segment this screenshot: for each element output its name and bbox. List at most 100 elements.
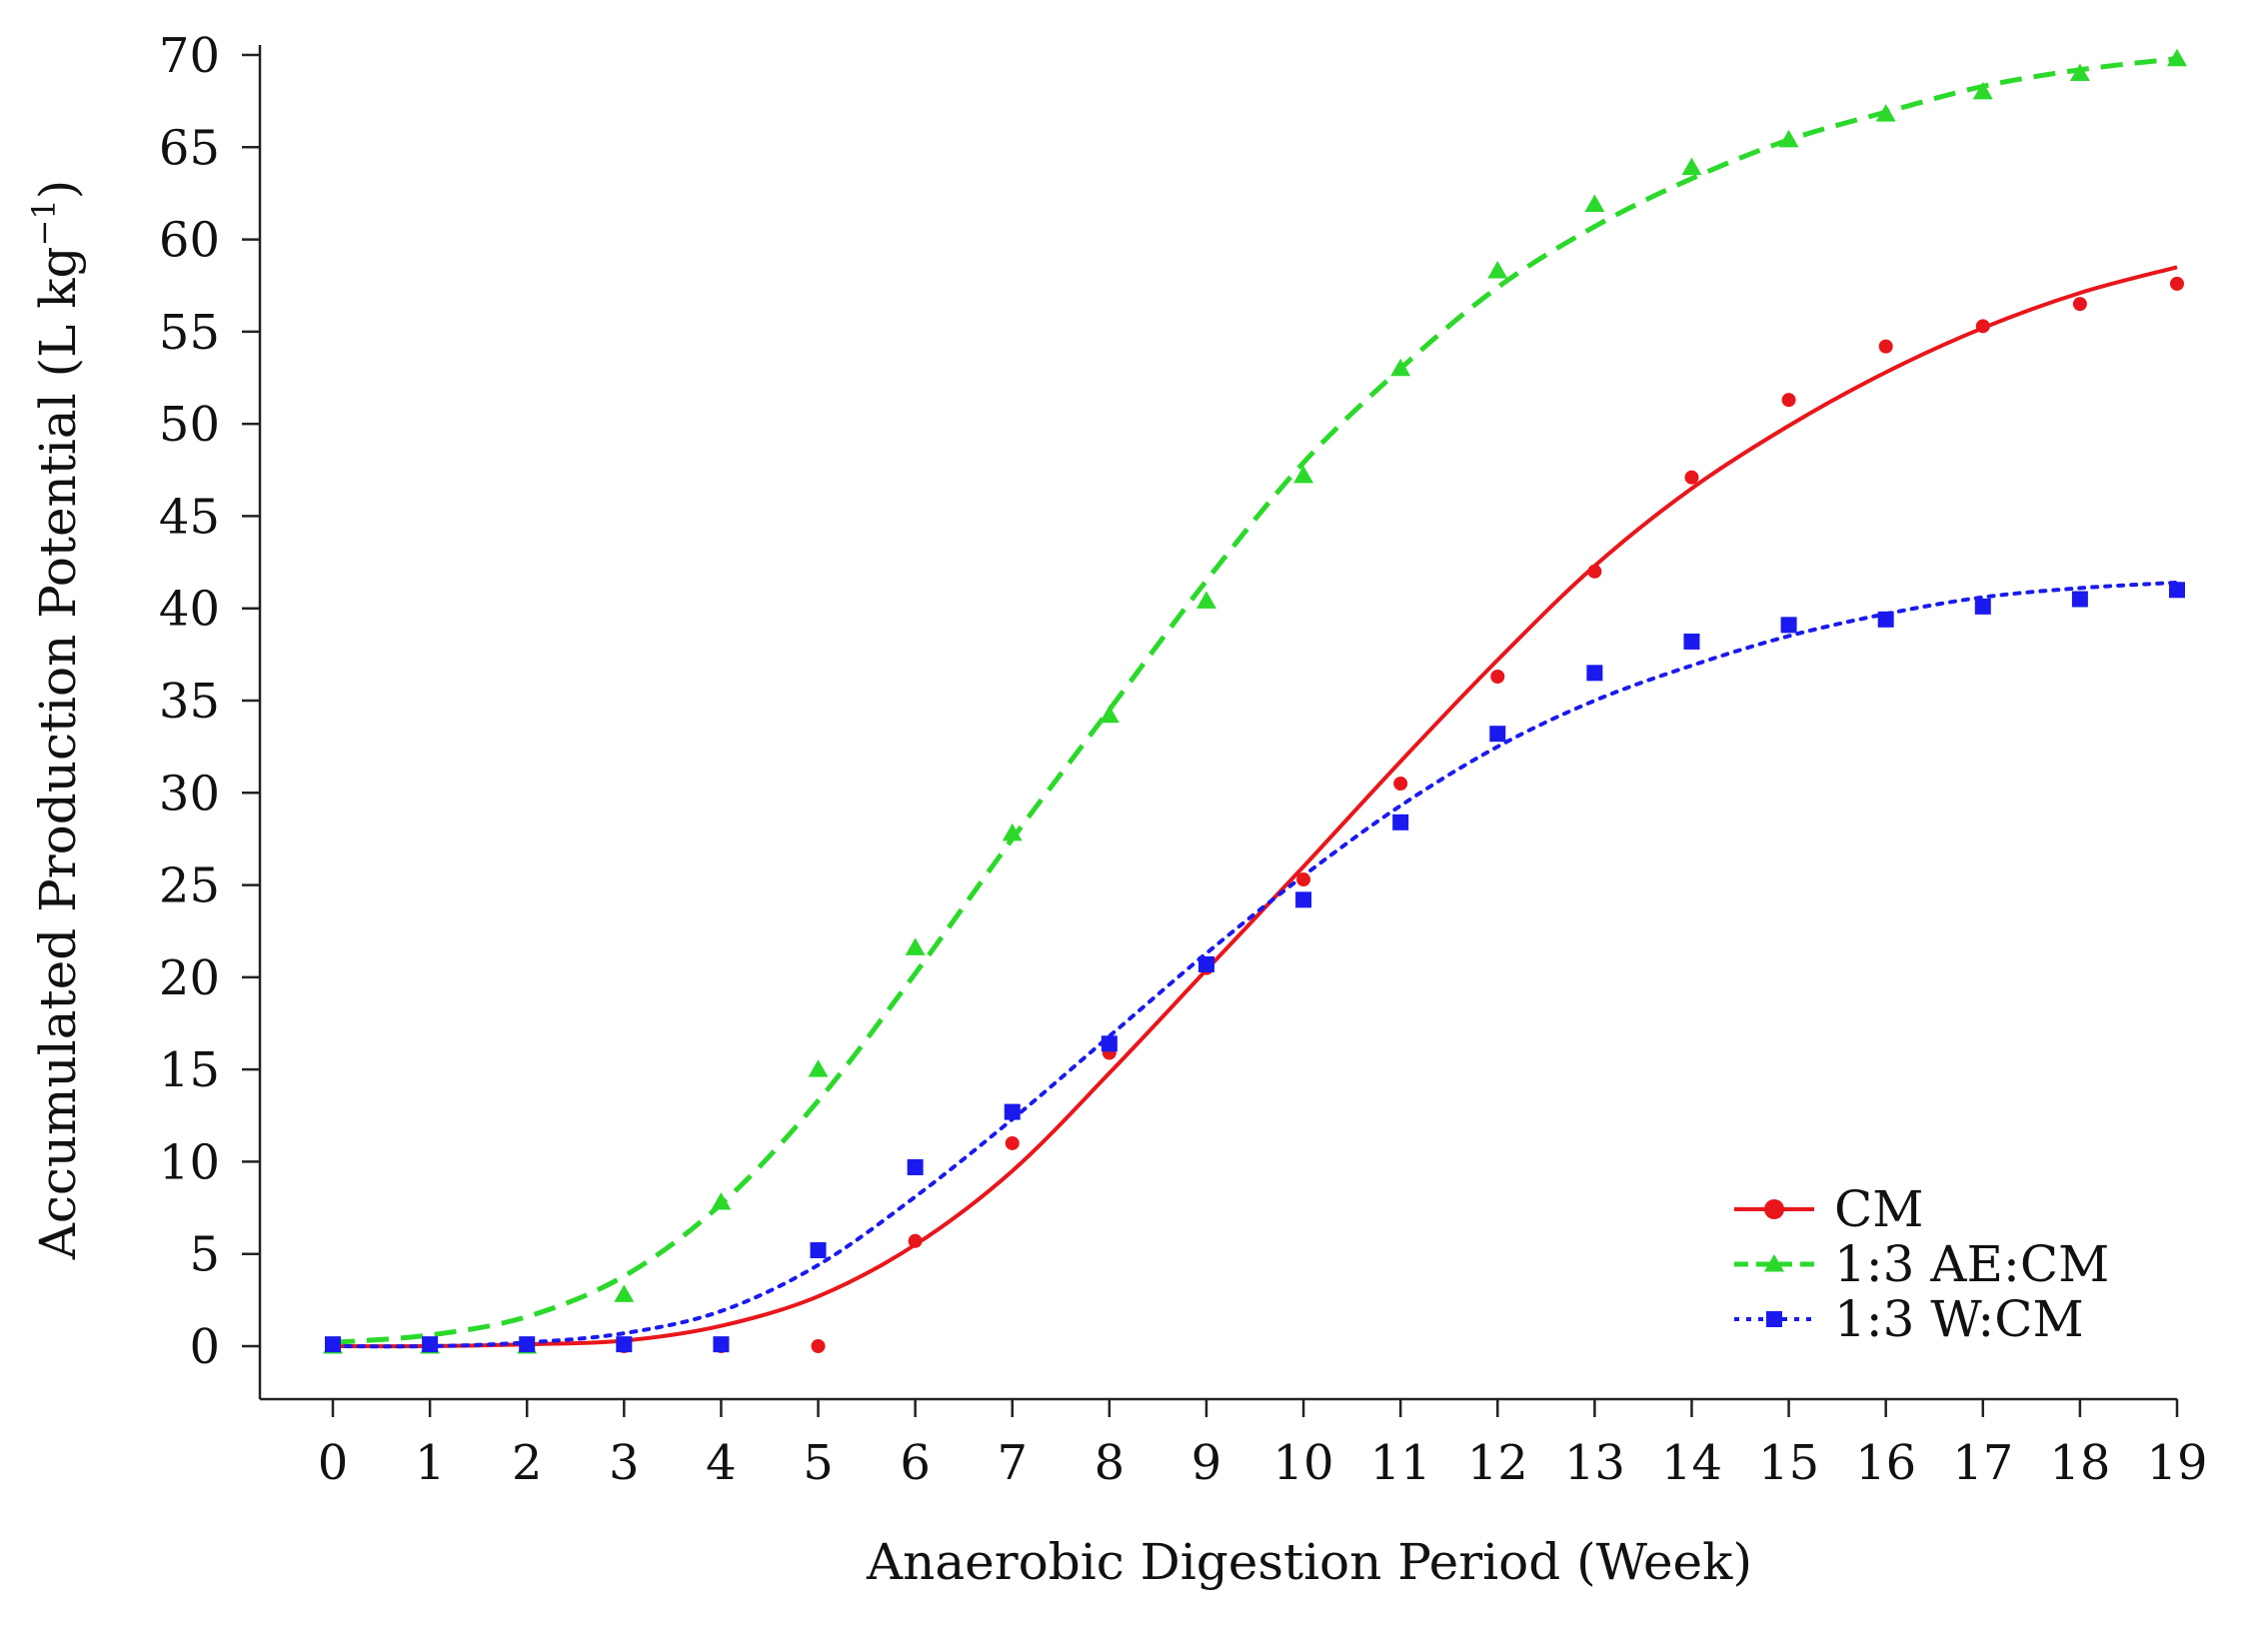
data-point-1-3-ae-cm xyxy=(711,1192,732,1210)
x-tick-label: 3 xyxy=(609,1435,640,1491)
x-tick-label: 15 xyxy=(1758,1435,1819,1491)
data-point-1-3-ae-cm xyxy=(1195,591,1216,609)
y-axis-title-superscript: −1 xyxy=(25,199,63,246)
x-tick-label: 11 xyxy=(1370,1435,1431,1491)
data-point-1-3-w-cm xyxy=(519,1336,536,1353)
data-point-1-3-ae-cm xyxy=(808,1059,829,1077)
x-tick-label: 10 xyxy=(1273,1435,1334,1491)
data-point-1-3-w-cm xyxy=(1780,617,1797,634)
legend-label-cm: CM xyxy=(1834,1180,1923,1238)
data-point-1-3-w-cm xyxy=(713,1336,730,1353)
data-point-1-3-w-cm xyxy=(2169,582,2185,599)
data-point-1-3-ae-cm xyxy=(1487,260,1508,279)
y-tick-label: 0 xyxy=(189,1319,220,1375)
y-axis-title: Accumulated Production Potential (L kg−1… xyxy=(25,180,87,1260)
data-point-1-3-w-cm xyxy=(1489,726,1506,743)
data-point-cm xyxy=(1781,393,1796,408)
data-point-1-3-w-cm xyxy=(422,1336,439,1353)
legend-marker-1-3-ae-cm xyxy=(1764,1254,1784,1272)
data-point-1-3-ae-cm xyxy=(1972,81,1993,100)
data-point-1-3-w-cm xyxy=(1295,891,1312,908)
data-point-1-3-w-cm xyxy=(616,1336,633,1353)
y-tick-label: 55 xyxy=(159,305,220,361)
data-point-cm xyxy=(1490,670,1505,685)
y-tick-label: 25 xyxy=(159,858,220,914)
x-tick-label: 7 xyxy=(997,1435,1028,1491)
data-point-cm xyxy=(1296,872,1311,887)
data-point-1-3-w-cm xyxy=(1392,814,1409,830)
data-point-1-3-w-cm xyxy=(1586,665,1603,682)
data-point-cm xyxy=(1587,564,1602,579)
x-tick-label: 4 xyxy=(706,1435,737,1491)
data-point-1-3-w-cm xyxy=(810,1242,827,1259)
data-point-1-3-ae-cm xyxy=(1681,157,1702,176)
data-point-cm xyxy=(2170,276,2184,291)
x-tick-label: 17 xyxy=(1952,1435,2013,1491)
data-point-1-3-w-cm xyxy=(1197,955,1214,972)
data-point-cm xyxy=(811,1339,826,1353)
legend: CM1:3 AE:CM1:3 W:CM xyxy=(1734,1180,2109,1348)
x-tick-label: 9 xyxy=(1191,1435,1222,1491)
data-markers xyxy=(323,48,2187,1354)
data-point-1-3-w-cm xyxy=(1877,611,1894,628)
data-point-1-3-ae-cm xyxy=(1390,358,1411,377)
x-tick-label: 0 xyxy=(318,1435,349,1491)
y-tick-label: 10 xyxy=(159,1134,220,1190)
x-tick-label: 1 xyxy=(415,1435,446,1491)
data-point-1-3-w-cm xyxy=(1974,598,1991,615)
y-axis-title-main: Accumulated Production Potential (L kg xyxy=(29,246,87,1260)
x-axis-title: Anaerobic Digestion Period (Week) xyxy=(866,1533,1752,1591)
data-point-cm xyxy=(2072,297,2087,312)
y-tick-label: 35 xyxy=(159,674,220,730)
data-point-cm xyxy=(1878,339,1893,354)
y-tick-label: 50 xyxy=(159,397,220,453)
chart-axes xyxy=(258,45,2177,1401)
fitted-curves xyxy=(331,56,2179,1349)
x-tick-label: 5 xyxy=(803,1435,834,1491)
y-axis-title-close: ) xyxy=(29,180,87,200)
data-point-cm xyxy=(908,1233,923,1248)
y-tick-label: 20 xyxy=(159,950,220,1006)
data-point-1-3-ae-cm xyxy=(614,1284,635,1302)
data-point-1-3-ae-cm xyxy=(1002,822,1023,841)
data-point-cm xyxy=(1005,1135,1020,1150)
x-tick-label: 8 xyxy=(1095,1435,1126,1491)
x-tick-label: 6 xyxy=(900,1435,931,1491)
y-tick-label: 15 xyxy=(159,1042,220,1098)
fit-curve-1-3-w-cm xyxy=(331,580,2179,1349)
fit-curve-1-3-ae-cm xyxy=(332,56,2178,1345)
x-tick-label: 12 xyxy=(1467,1435,1528,1491)
data-point-1-3-ae-cm xyxy=(1875,104,1896,122)
x-tick-label: 19 xyxy=(2146,1435,2207,1491)
y-tick-label: 60 xyxy=(159,213,220,269)
data-point-1-3-w-cm xyxy=(1101,1035,1118,1052)
data-point-cm xyxy=(1975,319,1990,334)
data-point-1-3-w-cm xyxy=(1004,1103,1021,1120)
data-point-1-3-ae-cm xyxy=(1584,194,1605,213)
data-point-1-3-ae-cm xyxy=(1099,705,1120,724)
legend-label-1-3-ae-cm: 1:3 AE:CM xyxy=(1834,1235,2109,1293)
x-tick-label: 18 xyxy=(2049,1435,2110,1491)
data-point-cm xyxy=(1393,777,1408,792)
data-point-1-3-ae-cm xyxy=(1778,129,1799,148)
data-point-1-3-w-cm xyxy=(1683,633,1700,650)
x-tick-label: 2 xyxy=(512,1435,543,1491)
data-point-1-3-ae-cm xyxy=(2069,63,2090,81)
data-point-cm xyxy=(1684,470,1699,485)
data-point-1-3-ae-cm xyxy=(905,937,926,955)
x-tick-label: 16 xyxy=(1855,1435,1916,1491)
y-tick-label: 70 xyxy=(159,28,220,84)
y-tick-label: 65 xyxy=(159,120,220,176)
data-point-1-3-w-cm xyxy=(2071,591,2088,608)
x-tick-label: 14 xyxy=(1661,1435,1722,1491)
data-point-1-3-ae-cm xyxy=(1293,465,1314,484)
legend-label-1-3-w-cm: 1:3 W:CM xyxy=(1834,1290,2084,1348)
data-point-1-3-ae-cm xyxy=(2167,48,2187,67)
data-point-1-3-w-cm xyxy=(325,1336,341,1353)
y-tick-label: 5 xyxy=(189,1227,220,1283)
y-tick-label: 40 xyxy=(159,582,220,638)
y-tick-label: 45 xyxy=(159,489,220,545)
data-point-1-3-w-cm xyxy=(907,1158,924,1175)
